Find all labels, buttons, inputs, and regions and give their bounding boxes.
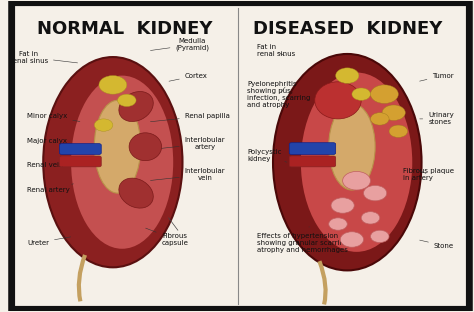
Text: Interlobular
artery: Interlobular artery	[150, 137, 226, 150]
Ellipse shape	[336, 68, 359, 83]
Ellipse shape	[361, 212, 380, 224]
Ellipse shape	[71, 76, 173, 249]
Text: Polycystic
kidney: Polycystic kidney	[247, 149, 287, 163]
Ellipse shape	[129, 133, 162, 161]
Text: Fibrous plaque
in artery: Fibrous plaque in artery	[403, 168, 454, 181]
Ellipse shape	[364, 185, 387, 201]
Text: Pyelonephritis
showing pus,
infection, scarring
and atrophy: Pyelonephritis showing pus, infection, s…	[247, 81, 311, 108]
Ellipse shape	[301, 72, 412, 252]
Ellipse shape	[382, 105, 405, 120]
Ellipse shape	[94, 100, 141, 193]
FancyBboxPatch shape	[289, 143, 336, 154]
Ellipse shape	[119, 178, 153, 208]
Ellipse shape	[331, 198, 354, 213]
Text: Fat in
renal sinus: Fat in renal sinus	[257, 44, 295, 57]
Text: Fat in
renal sinus: Fat in renal sinus	[9, 51, 78, 64]
Ellipse shape	[315, 82, 361, 119]
Ellipse shape	[118, 94, 136, 106]
Ellipse shape	[340, 232, 364, 247]
Text: NORMAL  KIDNEY: NORMAL KIDNEY	[36, 20, 212, 38]
Text: DISEASED  KIDNEY: DISEASED KIDNEY	[253, 20, 442, 38]
FancyBboxPatch shape	[59, 144, 101, 154]
Ellipse shape	[273, 54, 421, 271]
Ellipse shape	[119, 91, 153, 121]
Ellipse shape	[94, 119, 113, 131]
Ellipse shape	[352, 88, 371, 100]
Text: Interlobular
vein: Interlobular vein	[150, 168, 226, 181]
Text: Ureter: Ureter	[27, 237, 71, 246]
Text: Renal vein: Renal vein	[27, 162, 71, 168]
FancyBboxPatch shape	[59, 156, 101, 167]
Text: Tumor: Tumor	[419, 73, 454, 81]
Text: Cortex: Cortex	[169, 73, 208, 81]
Ellipse shape	[328, 218, 347, 230]
Ellipse shape	[99, 76, 127, 94]
Text: Effects of hypertension
showing granular scarring,
atrophy and hemorrhages: Effects of hypertension showing granular…	[257, 227, 350, 253]
Text: Minor calyx: Minor calyx	[27, 113, 80, 121]
Ellipse shape	[43, 57, 182, 267]
Ellipse shape	[371, 113, 389, 125]
Ellipse shape	[389, 125, 408, 138]
Text: Medulla
(Pyramid): Medulla (Pyramid)	[150, 38, 210, 51]
Ellipse shape	[328, 104, 375, 190]
Text: Urinary
stones: Urinary stones	[419, 112, 454, 125]
Ellipse shape	[371, 230, 389, 243]
FancyBboxPatch shape	[289, 156, 336, 167]
Text: Renal papilla: Renal papilla	[150, 113, 230, 122]
FancyBboxPatch shape	[13, 4, 468, 308]
Text: Stone: Stone	[419, 240, 454, 249]
Text: Renal artery: Renal artery	[27, 184, 73, 193]
Text: Fibrous
capsule: Fibrous capsule	[146, 228, 189, 246]
Text: Major calyx: Major calyx	[27, 138, 80, 146]
Ellipse shape	[371, 85, 398, 104]
Ellipse shape	[343, 172, 371, 190]
